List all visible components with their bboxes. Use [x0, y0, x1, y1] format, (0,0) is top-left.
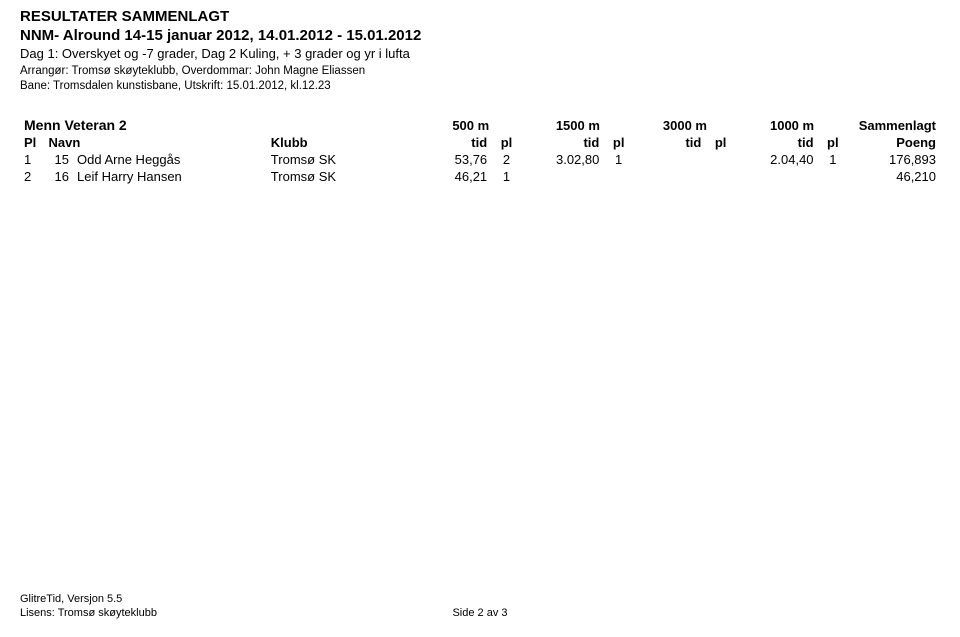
cell-poeng: 46,210 [848, 168, 940, 185]
cell-p1: 1 [491, 168, 522, 185]
total-label: Sammenlagt [848, 116, 940, 134]
cell-p1: 2 [491, 151, 522, 168]
page-title-1: RESULTATER SAMMENLAGT [20, 8, 940, 25]
cell-t3 [634, 151, 705, 168]
page-title-2: NNM- Alround 14-15 januar 2012, 14.01.20… [20, 27, 940, 44]
cell-t3 [634, 168, 705, 185]
footer-page: Side 2 av 3 [20, 607, 940, 619]
col-plc-4: pl [818, 134, 849, 151]
cell-t2: 3.02,80 [522, 151, 604, 168]
cell-p4 [818, 168, 849, 185]
cell-poeng: 176,893 [848, 151, 940, 168]
col-tid-3: tid [634, 134, 705, 151]
col-tid-1: tid [420, 134, 491, 151]
dist-3000: 3000 m [634, 116, 736, 134]
category-row: Menn Veteran 2 500 m 1500 m 3000 m 1000 … [20, 116, 940, 134]
page-footer: GlitreTid, Versjon 5.5 Lisens: Tromsø sk… [20, 593, 940, 619]
footer-version: GlitreTid, Versjon 5.5 [20, 593, 940, 605]
results-table-wrap: Menn Veteran 2 500 m 1500 m 3000 m 1000 … [20, 116, 940, 185]
cell-t4: 2.04,40 [736, 151, 818, 168]
table-row: 2 16 Leif Harry Hansen Tromsø SK 46,21 1… [20, 168, 940, 185]
cell-bib: 16 [44, 168, 73, 185]
col-poeng: Poeng [848, 134, 940, 151]
col-plc-2: pl [603, 134, 634, 151]
cell-pl: 2 [20, 168, 44, 185]
cell-p3 [705, 151, 736, 168]
cell-p2: 1 [603, 151, 634, 168]
organizer-line: Arrangør: Tromsø skøyteklubb, Overdommar… [20, 65, 940, 77]
col-pl: Pl [20, 134, 44, 151]
cell-bib: 15 [44, 151, 73, 168]
col-navn: Navn [44, 134, 266, 151]
dist-1500: 1500 m [522, 116, 634, 134]
cell-pl: 1 [20, 151, 44, 168]
table-row: 1 15 Odd Arne Heggås Tromsø SK 53,76 2 3… [20, 151, 940, 168]
col-tid-2: tid [522, 134, 604, 151]
cell-p4: 1 [818, 151, 849, 168]
dist-500: 500 m [420, 116, 522, 134]
weather-line: Dag 1: Overskyet og -7 grader, Dag 2 Kul… [20, 46, 940, 61]
cell-t1: 53,76 [420, 151, 491, 168]
cell-p3 [705, 168, 736, 185]
col-plc-3: pl [705, 134, 736, 151]
category-label: Menn Veteran 2 [20, 116, 420, 134]
cell-klubb: Tromsø SK [267, 151, 420, 168]
cell-klubb: Tromsø SK [267, 168, 420, 185]
results-table: Menn Veteran 2 500 m 1500 m 3000 m 1000 … [20, 116, 940, 185]
venue-line: Bane: Tromsdalen kunstisbane, Utskrift: … [20, 80, 940, 92]
cell-t1: 46,21 [420, 168, 491, 185]
cell-navn: Odd Arne Heggås [73, 151, 267, 168]
col-plc-1: pl [491, 134, 522, 151]
cell-t4 [736, 168, 818, 185]
col-klubb: Klubb [267, 134, 420, 151]
cell-p2 [603, 168, 634, 185]
column-header-row: Pl Navn Klubb tid pl tid pl tid pl tid p… [20, 134, 940, 151]
col-tid-4: tid [736, 134, 818, 151]
dist-1000: 1000 m [736, 116, 848, 134]
cell-navn: Leif Harry Hansen [73, 168, 267, 185]
cell-t2 [522, 168, 604, 185]
